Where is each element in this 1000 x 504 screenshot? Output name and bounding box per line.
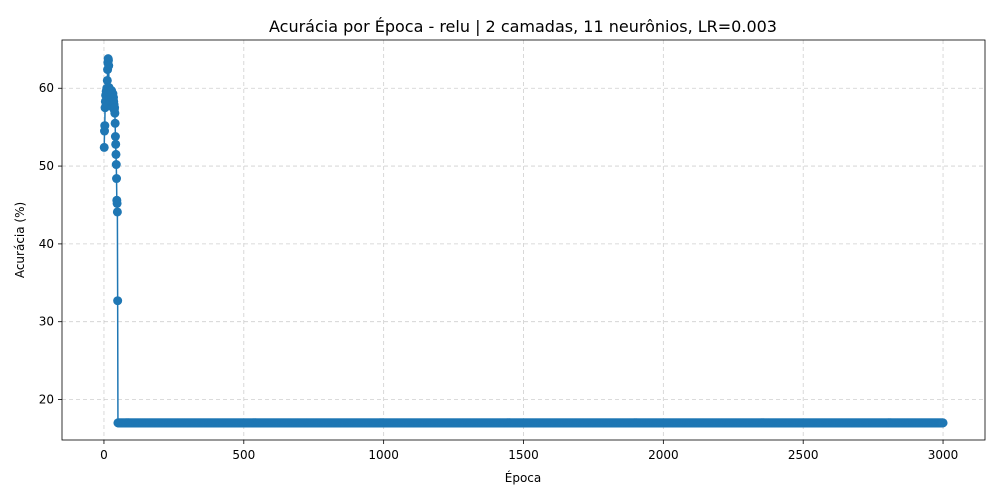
- chart-title: Acurácia por Época - relu | 2 camadas, 1…: [269, 17, 777, 36]
- y-tick-label: 50: [39, 159, 54, 173]
- y-tick-label: 20: [39, 393, 54, 407]
- x-tick-label: 1000: [368, 448, 399, 462]
- data-point: [111, 149, 121, 159]
- data-point: [938, 418, 948, 428]
- data-point: [113, 296, 123, 306]
- data-point: [112, 174, 122, 184]
- data-point: [102, 75, 112, 85]
- data-point: [111, 139, 121, 149]
- y-tick-label: 60: [39, 81, 54, 95]
- axis-ticks: 0 500 1000 1500 2000 2500 3000 20 30 40 50 60: [39, 81, 959, 462]
- series-accuracy: [99, 54, 948, 428]
- x-tick-label: 500: [232, 448, 255, 462]
- grid-lines: [62, 40, 985, 440]
- x-tick-label: 2000: [648, 448, 679, 462]
- x-tick-label: 3000: [928, 448, 959, 462]
- x-tick-label: 1500: [508, 448, 539, 462]
- data-point: [111, 160, 121, 170]
- data-point: [110, 108, 120, 118]
- data-point: [112, 198, 122, 208]
- data-point: [99, 142, 109, 152]
- data-point: [100, 121, 110, 131]
- data-point: [112, 207, 122, 217]
- y-tick-label: 30: [39, 315, 54, 329]
- y-axis-title: Acurácia (%): [13, 202, 27, 278]
- data-point: [110, 118, 120, 128]
- data-point: [110, 132, 120, 141]
- data-point: [104, 61, 114, 71]
- y-tick-label: 40: [39, 237, 54, 251]
- x-axis-title: Época: [505, 470, 542, 485]
- plot-frame: [61, 39, 986, 441]
- x-tick-label: 0: [100, 448, 108, 462]
- x-tick-label: 2500: [788, 448, 819, 462]
